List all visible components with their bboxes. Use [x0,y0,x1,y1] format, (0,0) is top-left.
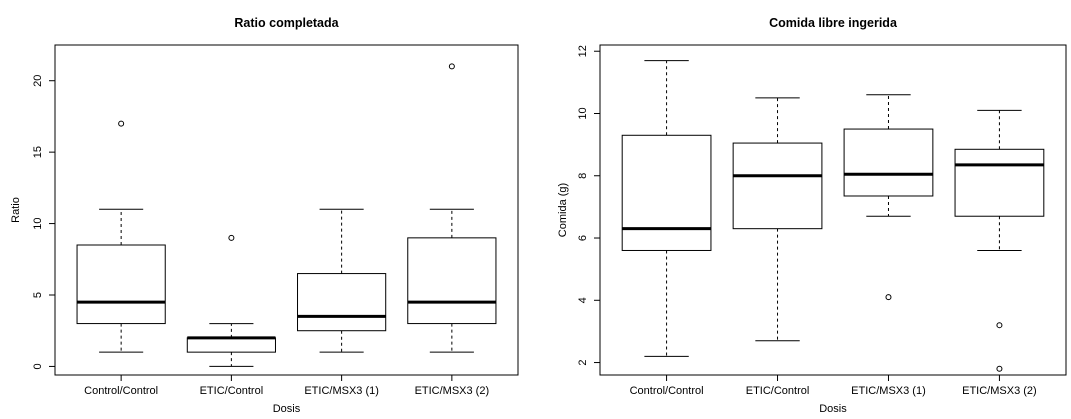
box-etic-msx3-1- [843,94,934,301]
outlier-point [118,120,125,127]
iqr-box [843,128,934,197]
y-tick-label: 10 [32,217,44,229]
x-tick-label: ETIC/MSX3 (1) [851,385,926,397]
y-tick-label: 5 [32,292,44,298]
box-control-control [76,120,166,353]
x-axis-title: Dosis [819,403,847,414]
y-tick-label: 8 [577,173,589,179]
iqr-box [732,142,823,230]
x-tick-label: Control/Control [84,385,158,397]
outlier-point [996,322,1003,329]
outlier-point [448,63,455,70]
x-tick-label: ETIC/MSX3 (2) [962,385,1037,397]
iqr-box [186,337,276,353]
box-etic-msx3-1- [297,208,387,353]
iqr-box [76,244,166,325]
iqr-box [954,148,1045,217]
iqr-box [621,134,712,251]
y-tick-label: 10 [577,107,589,119]
outlier-point [996,365,1003,372]
y-tick-label: 2 [577,359,589,365]
box-etic-msx3-2- [954,109,1045,372]
x-tick-label: ETIC/MSX3 (1) [304,385,379,397]
y-tick-label: 4 [577,297,589,303]
y-tick-label: 6 [577,235,589,241]
y-tick-label: 12 [577,45,589,57]
chart-panel-2 [594,44,1067,381]
chart-title: Ratio completada [234,16,339,30]
chart-panel-1 [49,44,519,381]
x-tick-label: Control/Control [630,385,704,397]
outlier-point [885,294,892,301]
x-axis-title: Dosis [273,403,301,414]
box-etic-msx3-2- [407,63,497,353]
y-tick-label: 20 [32,75,44,87]
y-tick-label: 0 [32,363,44,369]
y-tick-label: 15 [32,146,44,158]
plot-frame [599,44,1067,376]
chart-title: Comida libre ingerida [769,16,898,30]
x-tick-label: ETIC/MSX3 (2) [415,385,490,397]
box-etic-control [186,234,276,367]
box-control-control [621,60,712,357]
plot-frame [54,44,519,376]
x-tick-label: ETIC/Control [200,385,264,397]
x-tick-label: ETIC/Control [746,385,810,397]
iqr-box [407,237,497,325]
outlier-point [228,234,235,241]
y-axis-title: Ratio [10,197,22,223]
box-etic-control [732,97,823,342]
iqr-box [297,273,387,332]
y-axis-title: Comida (g) [557,183,569,237]
